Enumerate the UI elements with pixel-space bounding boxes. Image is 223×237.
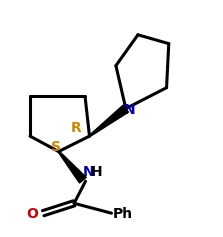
Text: S: S (51, 140, 61, 154)
Text: R: R (71, 121, 82, 135)
Polygon shape (89, 105, 128, 137)
Text: H: H (91, 165, 103, 179)
Text: N: N (83, 165, 95, 179)
Text: N: N (124, 103, 135, 117)
Text: O: O (27, 207, 39, 221)
Text: Ph: Ph (113, 207, 133, 221)
Polygon shape (58, 151, 86, 183)
